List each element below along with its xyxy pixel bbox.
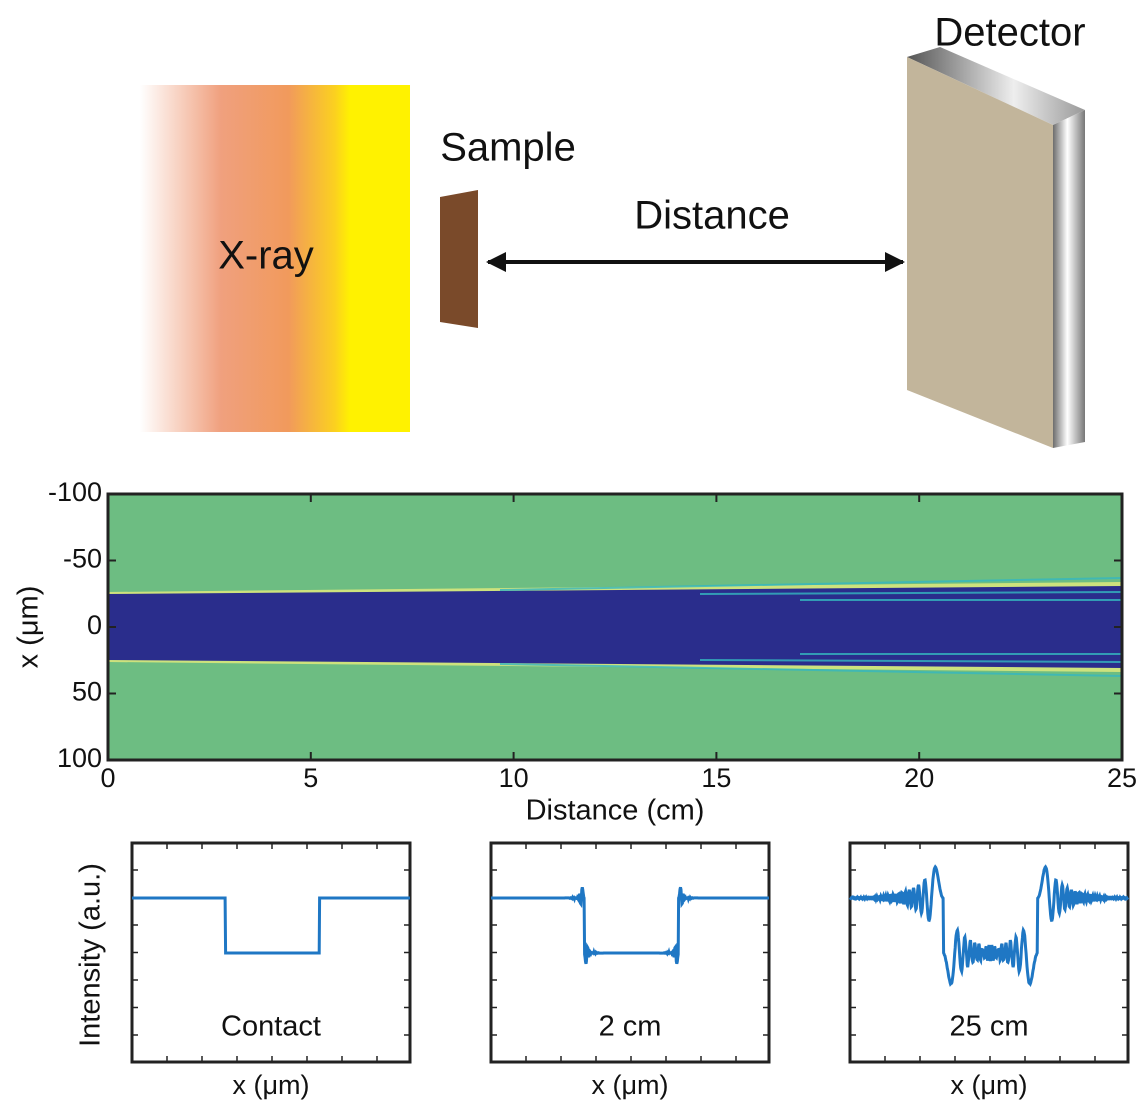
detector-side	[1053, 110, 1085, 448]
shadow-band	[108, 586, 1122, 668]
fringe-line	[699, 659, 1122, 663]
y-axis-label: x (μm)	[13, 586, 45, 669]
sample-label: Sample	[440, 126, 576, 170]
profile-label: Contact	[221, 1011, 321, 1043]
profile-x-label: x (μm)	[232, 1070, 309, 1100]
detector-label: Detector	[934, 11, 1085, 55]
profile-y-label: Intensity (a.u.)	[75, 863, 107, 1047]
profile-curve	[848, 864, 1130, 987]
xray-beam	[140, 85, 410, 432]
fringe-line	[699, 591, 1122, 595]
profile-x-label: x (μm)	[950, 1070, 1027, 1100]
x-tick-label: 20	[904, 763, 934, 793]
detector	[907, 57, 1053, 448]
x-tick-label: 15	[701, 763, 731, 793]
fringes	[499, 577, 1122, 677]
heatmap-image	[108, 494, 1122, 760]
x-tick-label: 10	[499, 763, 529, 793]
profile-label: 25 cm	[950, 1011, 1029, 1043]
x-tick-label: 25	[1107, 763, 1137, 793]
sample	[440, 190, 478, 328]
xray-label: X-ray	[218, 234, 314, 278]
fringe-line	[499, 663, 1122, 677]
detector-top	[907, 47, 1085, 125]
x-axis-label: Distance (cm)	[526, 795, 705, 827]
x-tick-label: 5	[303, 763, 318, 793]
profile-x-label: x (μm)	[591, 1070, 668, 1100]
distance-label: Distance	[634, 194, 790, 238]
profile-curve	[491, 886, 769, 965]
y-tick-label: -50	[63, 544, 102, 574]
y-tick-label: 100	[57, 743, 102, 773]
y-tick-label: -100	[48, 477, 102, 507]
x-tick-label: 0	[100, 763, 115, 793]
profile-curve	[132, 896, 410, 955]
fringe-line	[499, 577, 1122, 591]
y-tick-label: 0	[87, 610, 102, 640]
y-tick-label: 50	[72, 677, 102, 707]
profile-label: 2 cm	[599, 1011, 662, 1043]
